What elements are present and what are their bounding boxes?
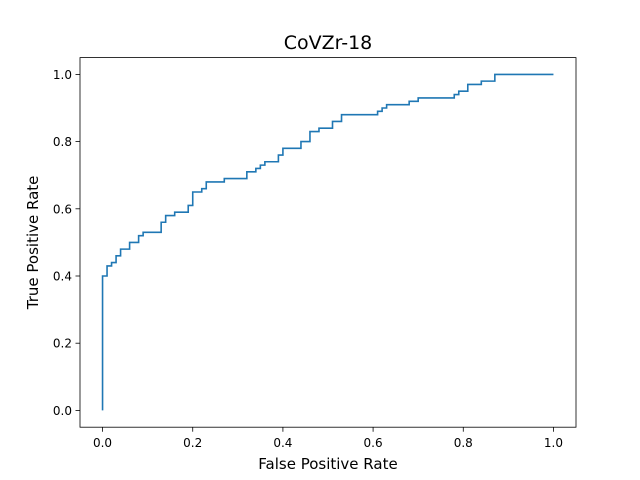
- axis-ticks: 0.0 0.2 0.4 0.6 0.8 1.0 0.0 0.2 0.4 0.6 0.8 1.0: [53, 68, 563, 450]
- y-tick-label: 0.6: [53, 202, 72, 216]
- y-tick-label: 0.4: [53, 270, 72, 284]
- x-axis-title: False Positive Rate: [258, 455, 397, 473]
- y-axis-title: True Positive Rate: [24, 176, 42, 311]
- y-tick-label: 0.8: [53, 135, 72, 149]
- x-tick-label: 0.0: [93, 436, 112, 450]
- x-tick-label: 0.6: [364, 436, 383, 450]
- roc-curve-line: [101, 73, 554, 411]
- x-tick-label: 0.4: [273, 436, 292, 450]
- y-tick-label: 0.2: [53, 337, 72, 351]
- x-tick-label: 1.0: [544, 436, 563, 450]
- y-tick-label: 1.0: [53, 68, 72, 82]
- y-tick-label: 0.0: [53, 404, 72, 418]
- x-tick-label: 0.8: [454, 436, 473, 450]
- chart-title: CoVZr-18: [284, 32, 373, 54]
- plot-area-frame: [79, 57, 577, 428]
- x-tick-label: 0.2: [183, 436, 202, 450]
